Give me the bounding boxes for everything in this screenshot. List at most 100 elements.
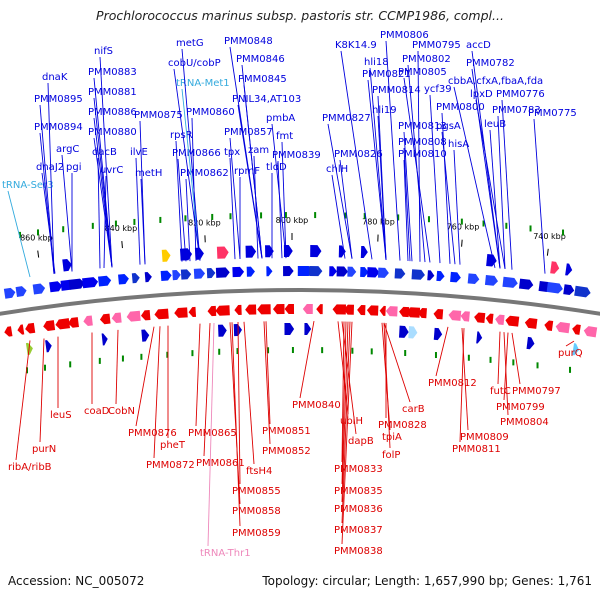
forward-label-leader [340,50,373,260]
reverse-label-leader [243,321,255,465]
forward-gene-arrow [49,281,63,293]
forward-gene-arrow [68,278,85,290]
forward-gene-arrow [484,274,498,286]
reverse-gene-arrow-shape [83,315,93,326]
reverse-gene-label: tRNA-Thr1 [200,548,251,559]
forward-gene-block-shape [62,258,72,272]
reverse-gene-label: PMM0838 [334,546,383,557]
feature-marker [467,354,470,361]
reverse-gene-arrow [485,313,494,324]
forward-label-leader [403,159,409,262]
reverse-gene-arrow-shape [302,304,313,315]
forward-gene-label: zam [248,145,269,156]
forward-gene-arrow [329,266,337,277]
reverse-gene-block-shape [408,326,418,339]
forward-gene-label: PMM0886 [88,107,137,118]
forward-gene-label: PMM0802 [402,54,451,65]
reverse-gene-arrow-shape [99,313,111,325]
feature-marker [536,362,539,369]
forward-label-leader [429,94,441,264]
reverse-gene-arrow-shape [343,304,355,315]
forward-gene-arrow-shape [377,267,389,278]
forward-gene-label: chlH [326,164,348,175]
forward-label-leader [441,112,451,264]
forward-gene-block-shape [216,246,229,259]
forward-gene-label: PMM0821 [362,69,411,80]
reverse-gene-arrow [207,305,217,317]
reverse-gene-arrow [460,311,470,322]
reverse-gene-arrow [343,304,355,315]
reverse-gene-arrow-shape [25,322,36,334]
reverse-gene-label: PMM0861 [196,458,245,469]
reverse-gene-arrow [406,307,421,318]
forward-gene-label: leuB [484,119,506,130]
reverse-gene-arrow [215,305,230,316]
feature-marker [344,212,347,219]
feature-marker [314,212,317,219]
reverse-gene-label: PMM0858 [232,506,281,517]
forward-gene-arrow-shape [32,283,46,295]
forward-gene-label: PMM0875 [134,110,183,121]
reverse-gene-arrow-shape [188,306,197,318]
forward-gene-block [565,263,573,276]
tick-label: 740 kbp [533,232,566,241]
reverse-label-leader [497,331,501,385]
reverse-gene-arrow [154,308,169,320]
forward-gene-arrow-shape [546,281,563,294]
reverse-gene-arrow-shape [68,317,79,328]
forward-label-leader [489,129,501,269]
forward-gene-arrow-shape [467,273,480,284]
forward-gene-label: PMM0776 [496,89,545,100]
feature-marker [397,214,400,221]
tick-mark [121,241,123,249]
forward-gene-arrow [546,281,563,294]
reverse-gene-label: CobN [108,406,135,417]
reverse-gene-label: folP [382,450,400,461]
reverse-gene-arrow [174,307,188,318]
forward-gene-arrow [3,287,16,299]
forward-label-leader [139,120,146,265]
feature-marker [218,348,221,355]
reverse-gene-block-shape [398,325,409,338]
tick-label: 760 kbp [447,223,480,232]
reverse-gene-block [304,323,312,336]
reverse-label-leader [203,323,211,457]
reverse-gene-arrow-shape [43,320,56,331]
forward-gene-label: rpsR [170,130,193,141]
reverse-gene-arrow-shape [215,305,230,316]
reverse-gene-block [45,340,52,353]
forward-label-leader [331,174,346,259]
forward-gene-arrow [232,266,245,278]
reverse-label-leader [153,326,161,459]
feature-marker [291,347,294,354]
feature-marker [166,351,169,358]
forward-gene-arrow [131,273,140,284]
forward-gene-label: hli19 [372,105,397,116]
feature-marker [569,366,572,373]
forward-gene-arrow-shape [246,266,255,277]
reverse-gene-arrow [17,324,25,335]
forward-gene-label: PMM0883 [88,67,137,78]
forward-gene-label: tRNA-Met1 [176,78,230,89]
forward-gene-arrow-shape [82,277,99,289]
forward-gene-arrow [467,273,480,284]
reverse-gene-arrow [68,317,79,328]
reverse-gene-label: PMM0811 [452,444,501,455]
reverse-gene-arrow-shape [544,320,554,331]
forward-gene-block [216,246,229,259]
feature-marker [114,220,117,227]
forward-gene-arrow-shape [283,266,294,277]
forward-gene-arrow-shape [563,284,575,296]
forward-gene-label: metH [135,168,162,179]
forward-gene-arrow-shape [309,266,323,277]
forward-gene-arrow [172,269,181,281]
forward-gene-arrow [518,278,534,290]
forward-label-leader [47,82,55,274]
reverse-label-leader [503,332,509,401]
feature-marker [140,353,143,360]
forward-label-leader [173,68,201,261]
forward-label-leader [229,157,236,260]
reverse-gene-arrow-shape [245,304,257,315]
reverse-gene-arrow [379,305,386,316]
